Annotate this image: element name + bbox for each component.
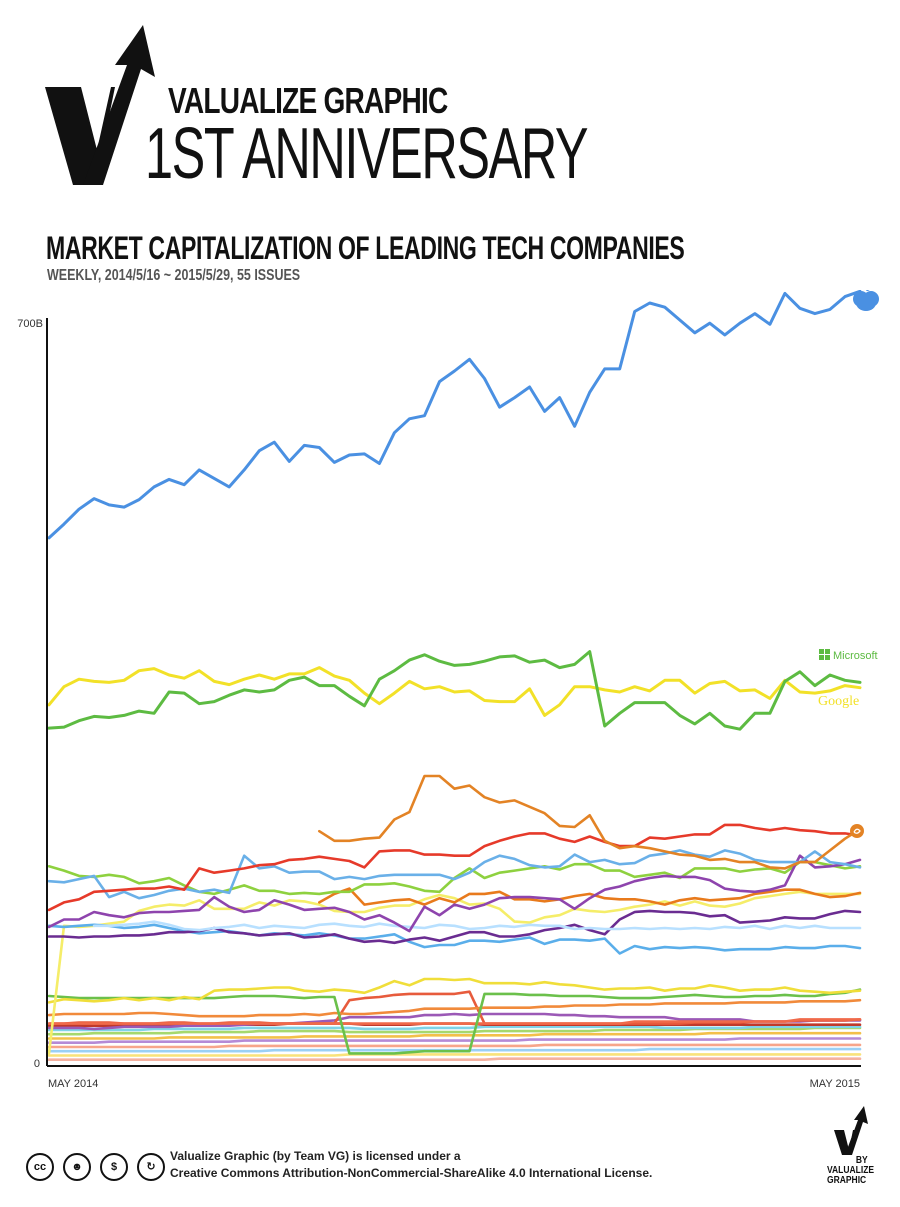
- x-tick-label-start: MAY 2014: [48, 1078, 98, 1090]
- series-line-1: [47, 650, 862, 731]
- series-line-13: [47, 977, 862, 1004]
- series-line-27: [47, 1057, 862, 1061]
- series-line-3: [318, 774, 862, 870]
- series-line-10: [47, 909, 862, 945]
- series-line-26: [47, 1053, 862, 1057]
- series-line-9: [92, 920, 862, 932]
- x-tick-label-end: MAY 2015: [810, 1078, 860, 1090]
- valualize-label: VALUALIZE: [827, 1165, 875, 1176]
- anniversary-title: 1ST ANNIVERSARY: [145, 114, 589, 194]
- series-line-24: [47, 1043, 862, 1049]
- graphic-label: GRAPHIC: [827, 1175, 867, 1186]
- series-line-0: [47, 290, 862, 540]
- cc-icon-group: cc ☻ $ ↻: [26, 1153, 174, 1181]
- series-line-18: [47, 1012, 862, 1031]
- series-line-12: [47, 890, 862, 1055]
- series-line-15: [47, 998, 862, 1018]
- series-line-22: [47, 1031, 862, 1040]
- sa-icon: ↻: [137, 1153, 165, 1181]
- microsoft-label: Microsoft: [833, 650, 878, 662]
- y-tick-label-max: 700B: [17, 318, 43, 330]
- license-text: Valualize Graphic (by Team VG) is licens…: [170, 1148, 652, 1182]
- by-icon: ☻: [63, 1153, 91, 1181]
- google-label: Google: [818, 694, 859, 709]
- license-line-2: Creative Commons Attribution-NonCommerci…: [170, 1166, 653, 1180]
- by-valualize-graphic-text: BY VALUALIZE GRAPHIC: [827, 1156, 874, 1186]
- series-line-6: [47, 854, 862, 933]
- chart-title: MARKET CAPITALIZATION OF LEADING TECH CO…: [46, 230, 685, 266]
- series-line-4: [47, 823, 862, 912]
- series-layer: [47, 290, 862, 1061]
- small-vg-logo: [834, 1106, 868, 1155]
- series-line-8: [318, 887, 862, 906]
- microsoft-logo: Microsoft: [819, 649, 878, 662]
- chart-subtitle: WEEKLY, 2014/5/16 ~ 2015/5/29, 55 ISSUES: [47, 267, 301, 284]
- series-line-16: [47, 1018, 862, 1025]
- header: VALUALIZE GRAPHIC 1ST ANNIVERSARY: [0, 0, 900, 210]
- market-cap-line-chart: 700B 0 MAY 2014 MAY 2015 Microsoft Googl…: [17, 290, 879, 1090]
- series-line-20: [47, 1025, 862, 1032]
- apple-icon: [853, 290, 879, 311]
- y-tick-label-zero: 0: [34, 1058, 40, 1070]
- by-label: BY: [855, 1155, 868, 1166]
- license-line-1: Valualize Graphic (by Team VG) is licens…: [170, 1149, 461, 1163]
- vg-check-arrow-logo: [45, 25, 155, 185]
- cc-icon: cc: [26, 1153, 54, 1181]
- brand-title: VALUALIZE GRAPHIC: [168, 80, 448, 121]
- nc-icon: $: [100, 1153, 128, 1181]
- series-line-23: [47, 1037, 862, 1044]
- series-line-2: [47, 666, 862, 717]
- alibaba-icon: [850, 824, 864, 838]
